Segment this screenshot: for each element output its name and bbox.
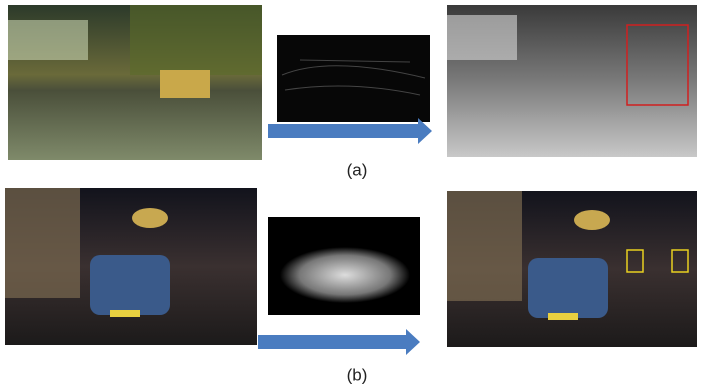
plate bbox=[548, 313, 578, 320]
panel-a: (a) bbox=[8, 5, 697, 179]
building bbox=[5, 188, 80, 298]
plate bbox=[110, 310, 140, 317]
panel-b: (b) bbox=[5, 188, 697, 384]
building bbox=[447, 191, 522, 301]
figure: (a) (b) bbox=[0, 0, 701, 388]
truck bbox=[160, 70, 210, 98]
car bbox=[528, 258, 608, 318]
panel-label: (a) bbox=[347, 160, 368, 179]
panel-label: (b) bbox=[347, 365, 368, 384]
decoration bbox=[574, 210, 610, 230]
decoration bbox=[132, 208, 168, 228]
trees bbox=[130, 5, 262, 75]
storefront bbox=[8, 20, 88, 60]
feature-map bbox=[277, 35, 430, 122]
car bbox=[90, 255, 170, 315]
saliency-blob bbox=[280, 247, 410, 303]
storefront bbox=[447, 15, 517, 60]
arrow bbox=[258, 329, 420, 355]
